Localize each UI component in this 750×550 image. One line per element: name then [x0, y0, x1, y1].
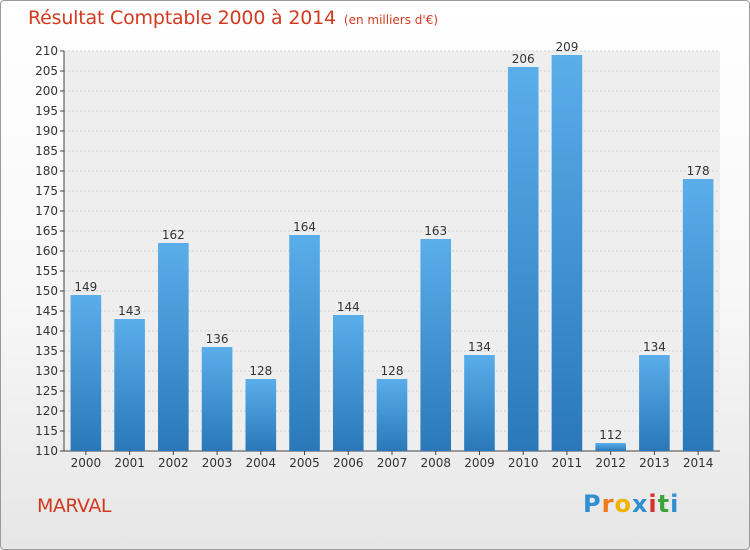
- y-tick-label: 155: [35, 264, 58, 278]
- y-tick-label: 150: [35, 284, 58, 298]
- x-tick-label: 2001: [114, 456, 145, 470]
- y-tick-label: 120: [35, 404, 58, 418]
- logo-letter: o: [614, 490, 632, 518]
- logo-letter: x: [631, 490, 649, 518]
- bar: [682, 179, 714, 451]
- y-tick-label: 185: [35, 144, 58, 158]
- bar: [507, 67, 539, 451]
- bar-value-label: 162: [162, 228, 185, 242]
- chart-title: Résultat Comptable 2000 à 2014 (en millie…: [28, 7, 438, 29]
- logo-letter: r: [601, 490, 615, 518]
- logo-letter: i: [648, 490, 658, 518]
- bar: [464, 355, 495, 451]
- bar-value-label: 149: [74, 280, 97, 294]
- y-tick-label: 115: [35, 424, 58, 438]
- y-tick-label: 140: [35, 324, 58, 338]
- bar-value-label: 164: [293, 220, 316, 234]
- title-main: Résultat Comptable 2000 à 2014: [28, 7, 336, 29]
- x-tick-label: 2010: [508, 456, 539, 470]
- bar: [114, 319, 145, 451]
- bar: [158, 243, 189, 451]
- y-tick-label: 195: [35, 104, 58, 118]
- y-tick-label: 170: [35, 204, 58, 218]
- x-tick-label: 2009: [464, 456, 495, 470]
- y-tick-label: 165: [35, 224, 58, 238]
- x-tick-label: 2008: [420, 456, 451, 470]
- bar: [420, 239, 452, 451]
- y-tick-label: 125: [35, 384, 58, 398]
- bar: [639, 355, 670, 451]
- bar: [551, 55, 583, 451]
- y-tick-label: 135: [35, 344, 58, 358]
- y-tick-label: 160: [35, 244, 58, 258]
- y-tick-label: 175: [35, 184, 58, 198]
- bar: [245, 379, 277, 451]
- x-tick-label: 2000: [71, 456, 102, 470]
- y-tick-label: 110: [35, 444, 58, 458]
- bar-value-label: 134: [643, 340, 666, 354]
- y-tick-label: 200: [35, 84, 58, 98]
- title-unit: (en milliers d'€): [343, 13, 439, 27]
- bar: [376, 379, 408, 451]
- bar-value-label: 143: [118, 304, 141, 318]
- bar-value-label: 128: [381, 364, 404, 378]
- bar-value-label: 178: [687, 164, 710, 178]
- bar-value-label: 209: [555, 40, 578, 54]
- bar: [201, 347, 233, 451]
- bar-value-label: 163: [424, 224, 447, 238]
- x-tick-label: 2003: [202, 456, 233, 470]
- y-tick-label: 210: [35, 44, 58, 58]
- y-tick-label: 180: [35, 164, 58, 178]
- logo-letter: i: [670, 490, 680, 518]
- bar-value-label: 128: [249, 364, 272, 378]
- logo-letter: t: [657, 490, 671, 518]
- x-tick-label: 2006: [333, 456, 364, 470]
- bar: [595, 443, 626, 451]
- place-name: MARVAL: [37, 495, 111, 517]
- y-tick-label: 205: [35, 64, 58, 78]
- bar-value-label: 134: [468, 340, 491, 354]
- x-tick-label: 2012: [595, 456, 626, 470]
- y-tick-label: 145: [35, 304, 58, 318]
- bar-value-label: 112: [599, 428, 622, 442]
- bar-value-label: 206: [512, 52, 535, 66]
- y-tick-label: 130: [35, 364, 58, 378]
- x-tick-label: 2014: [683, 456, 714, 470]
- x-tick-label: 2013: [639, 456, 670, 470]
- bar: [70, 295, 102, 451]
- bar-value-label: 144: [337, 300, 360, 314]
- x-tick-label: 2011: [552, 456, 583, 470]
- proxiti-logo: Proxiti: [583, 490, 679, 518]
- x-tick-label: 2002: [158, 456, 189, 470]
- logo-letter: P: [583, 490, 602, 518]
- x-tick-label: 2004: [246, 456, 277, 470]
- bar: [289, 235, 320, 451]
- bar-value-label: 136: [206, 332, 229, 346]
- y-tick-label: 190: [35, 124, 58, 138]
- x-tick-label: 2005: [289, 456, 320, 470]
- x-tick-label: 2007: [377, 456, 408, 470]
- bar: [332, 315, 364, 451]
